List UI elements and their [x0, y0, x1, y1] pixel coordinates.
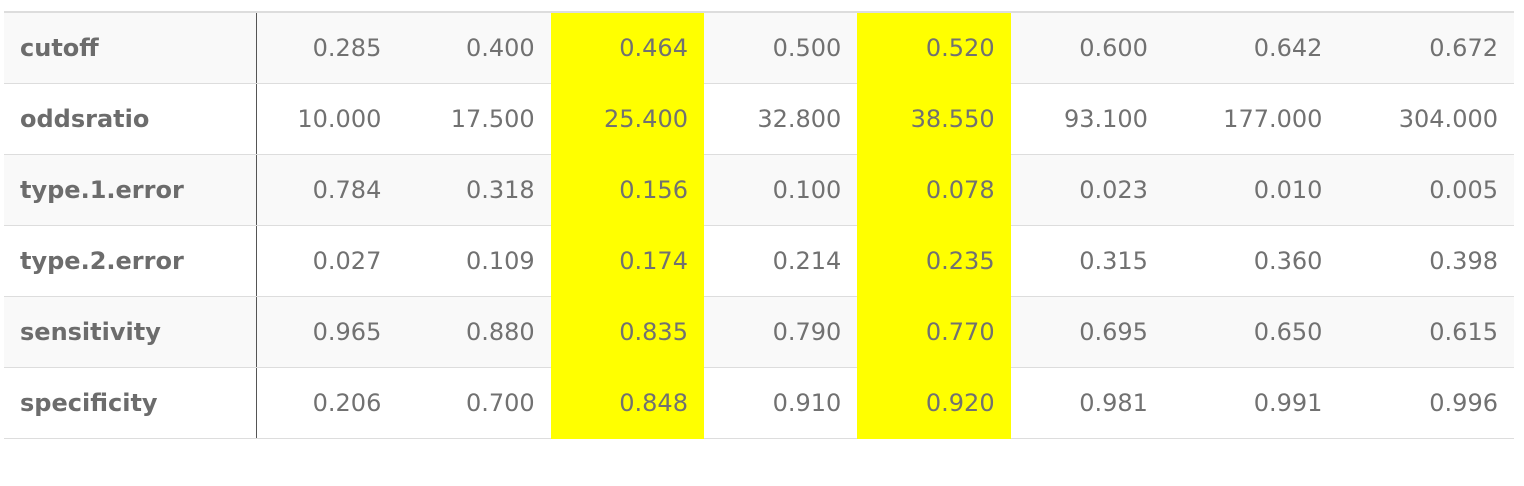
table-cell: 0.615: [1338, 296, 1514, 368]
table-cell: 0.206: [256, 367, 398, 439]
table-cell: 0.398: [1338, 225, 1514, 297]
table-cell: 0.672: [1338, 12, 1514, 84]
row-label: type.2.error: [4, 225, 257, 297]
table-cell-highlighted: 0.464: [550, 12, 704, 84]
cutoff-metrics-table: cutoff 0.285 0.400 0.464 0.500 0.520 0.6…: [4, 11, 1514, 439]
row-label: oddsratio: [4, 83, 257, 155]
table-cell-highlighted: 0.835: [550, 296, 704, 368]
table-cell: 0.500: [703, 12, 858, 84]
table-cell: 0.214: [703, 225, 858, 297]
table-row: type.2.error 0.027 0.109 0.174 0.214 0.2…: [4, 225, 1514, 297]
table-row: type.1.error 0.784 0.318 0.156 0.100 0.0…: [4, 154, 1514, 226]
table-cell: 32.800: [703, 83, 858, 155]
table-cell: 177.000: [1163, 83, 1339, 155]
table-cell-highlighted: 0.174: [550, 225, 704, 297]
table-cell: 0.784: [256, 154, 398, 226]
table-cell: 0.400: [397, 12, 551, 84]
table-cell-highlighted: 0.520: [857, 12, 1011, 84]
table-cell: 0.790: [703, 296, 858, 368]
table-cell-highlighted: 0.078: [857, 154, 1011, 226]
table-cell: 0.965: [256, 296, 398, 368]
table-cell: 0.285: [256, 12, 398, 84]
table-cell-highlighted: 38.550: [857, 83, 1011, 155]
row-label: cutoff: [4, 12, 257, 84]
table-cell-highlighted: 0.156: [550, 154, 704, 226]
table-cell: 0.318: [397, 154, 551, 226]
table-cell-highlighted: 0.235: [857, 225, 1011, 297]
table-cell: 0.642: [1163, 12, 1339, 84]
table-cell: 0.880: [397, 296, 551, 368]
table-cell: 10.000: [256, 83, 398, 155]
row-label: specificity: [4, 367, 257, 439]
table-row: oddsratio 10.000 17.500 25.400 32.800 38…: [4, 83, 1514, 155]
data-table-container: cutoff 0.285 0.400 0.464 0.500 0.520 0.6…: [4, 11, 1514, 439]
table-cell: 0.315: [1010, 225, 1164, 297]
table-cell: 0.996: [1338, 367, 1514, 439]
table-cell: 0.360: [1163, 225, 1339, 297]
table-cell: 0.109: [397, 225, 551, 297]
table-row: cutoff 0.285 0.400 0.464 0.500 0.520 0.6…: [4, 12, 1514, 84]
table-row: specificity 0.206 0.700 0.848 0.910 0.92…: [4, 367, 1514, 439]
table-cell-highlighted: 0.770: [857, 296, 1011, 368]
table-cell: 0.027: [256, 225, 398, 297]
table-cell: 0.650: [1163, 296, 1339, 368]
row-label: type.1.error: [4, 154, 257, 226]
row-label: sensitivity: [4, 296, 257, 368]
table-cell-highlighted: 0.848: [550, 367, 704, 439]
table-cell: 304.000: [1338, 83, 1514, 155]
table-cell: 0.100: [703, 154, 858, 226]
table-cell: 0.695: [1010, 296, 1164, 368]
table-cell: 17.500: [397, 83, 551, 155]
table-cell: 0.005: [1338, 154, 1514, 226]
table-cell: 0.910: [703, 367, 858, 439]
table-cell: 0.991: [1163, 367, 1339, 439]
table-cell: 0.981: [1010, 367, 1164, 439]
table-cell: 0.010: [1163, 154, 1339, 226]
table-cell: 0.700: [397, 367, 551, 439]
table-cell: 93.100: [1010, 83, 1164, 155]
table-row: sensitivity 0.965 0.880 0.835 0.790 0.77…: [4, 296, 1514, 368]
table-cell-highlighted: 0.920: [857, 367, 1011, 439]
table-cell: 0.023: [1010, 154, 1164, 226]
table-cell-highlighted: 25.400: [550, 83, 704, 155]
table-cell: 0.600: [1010, 12, 1164, 84]
